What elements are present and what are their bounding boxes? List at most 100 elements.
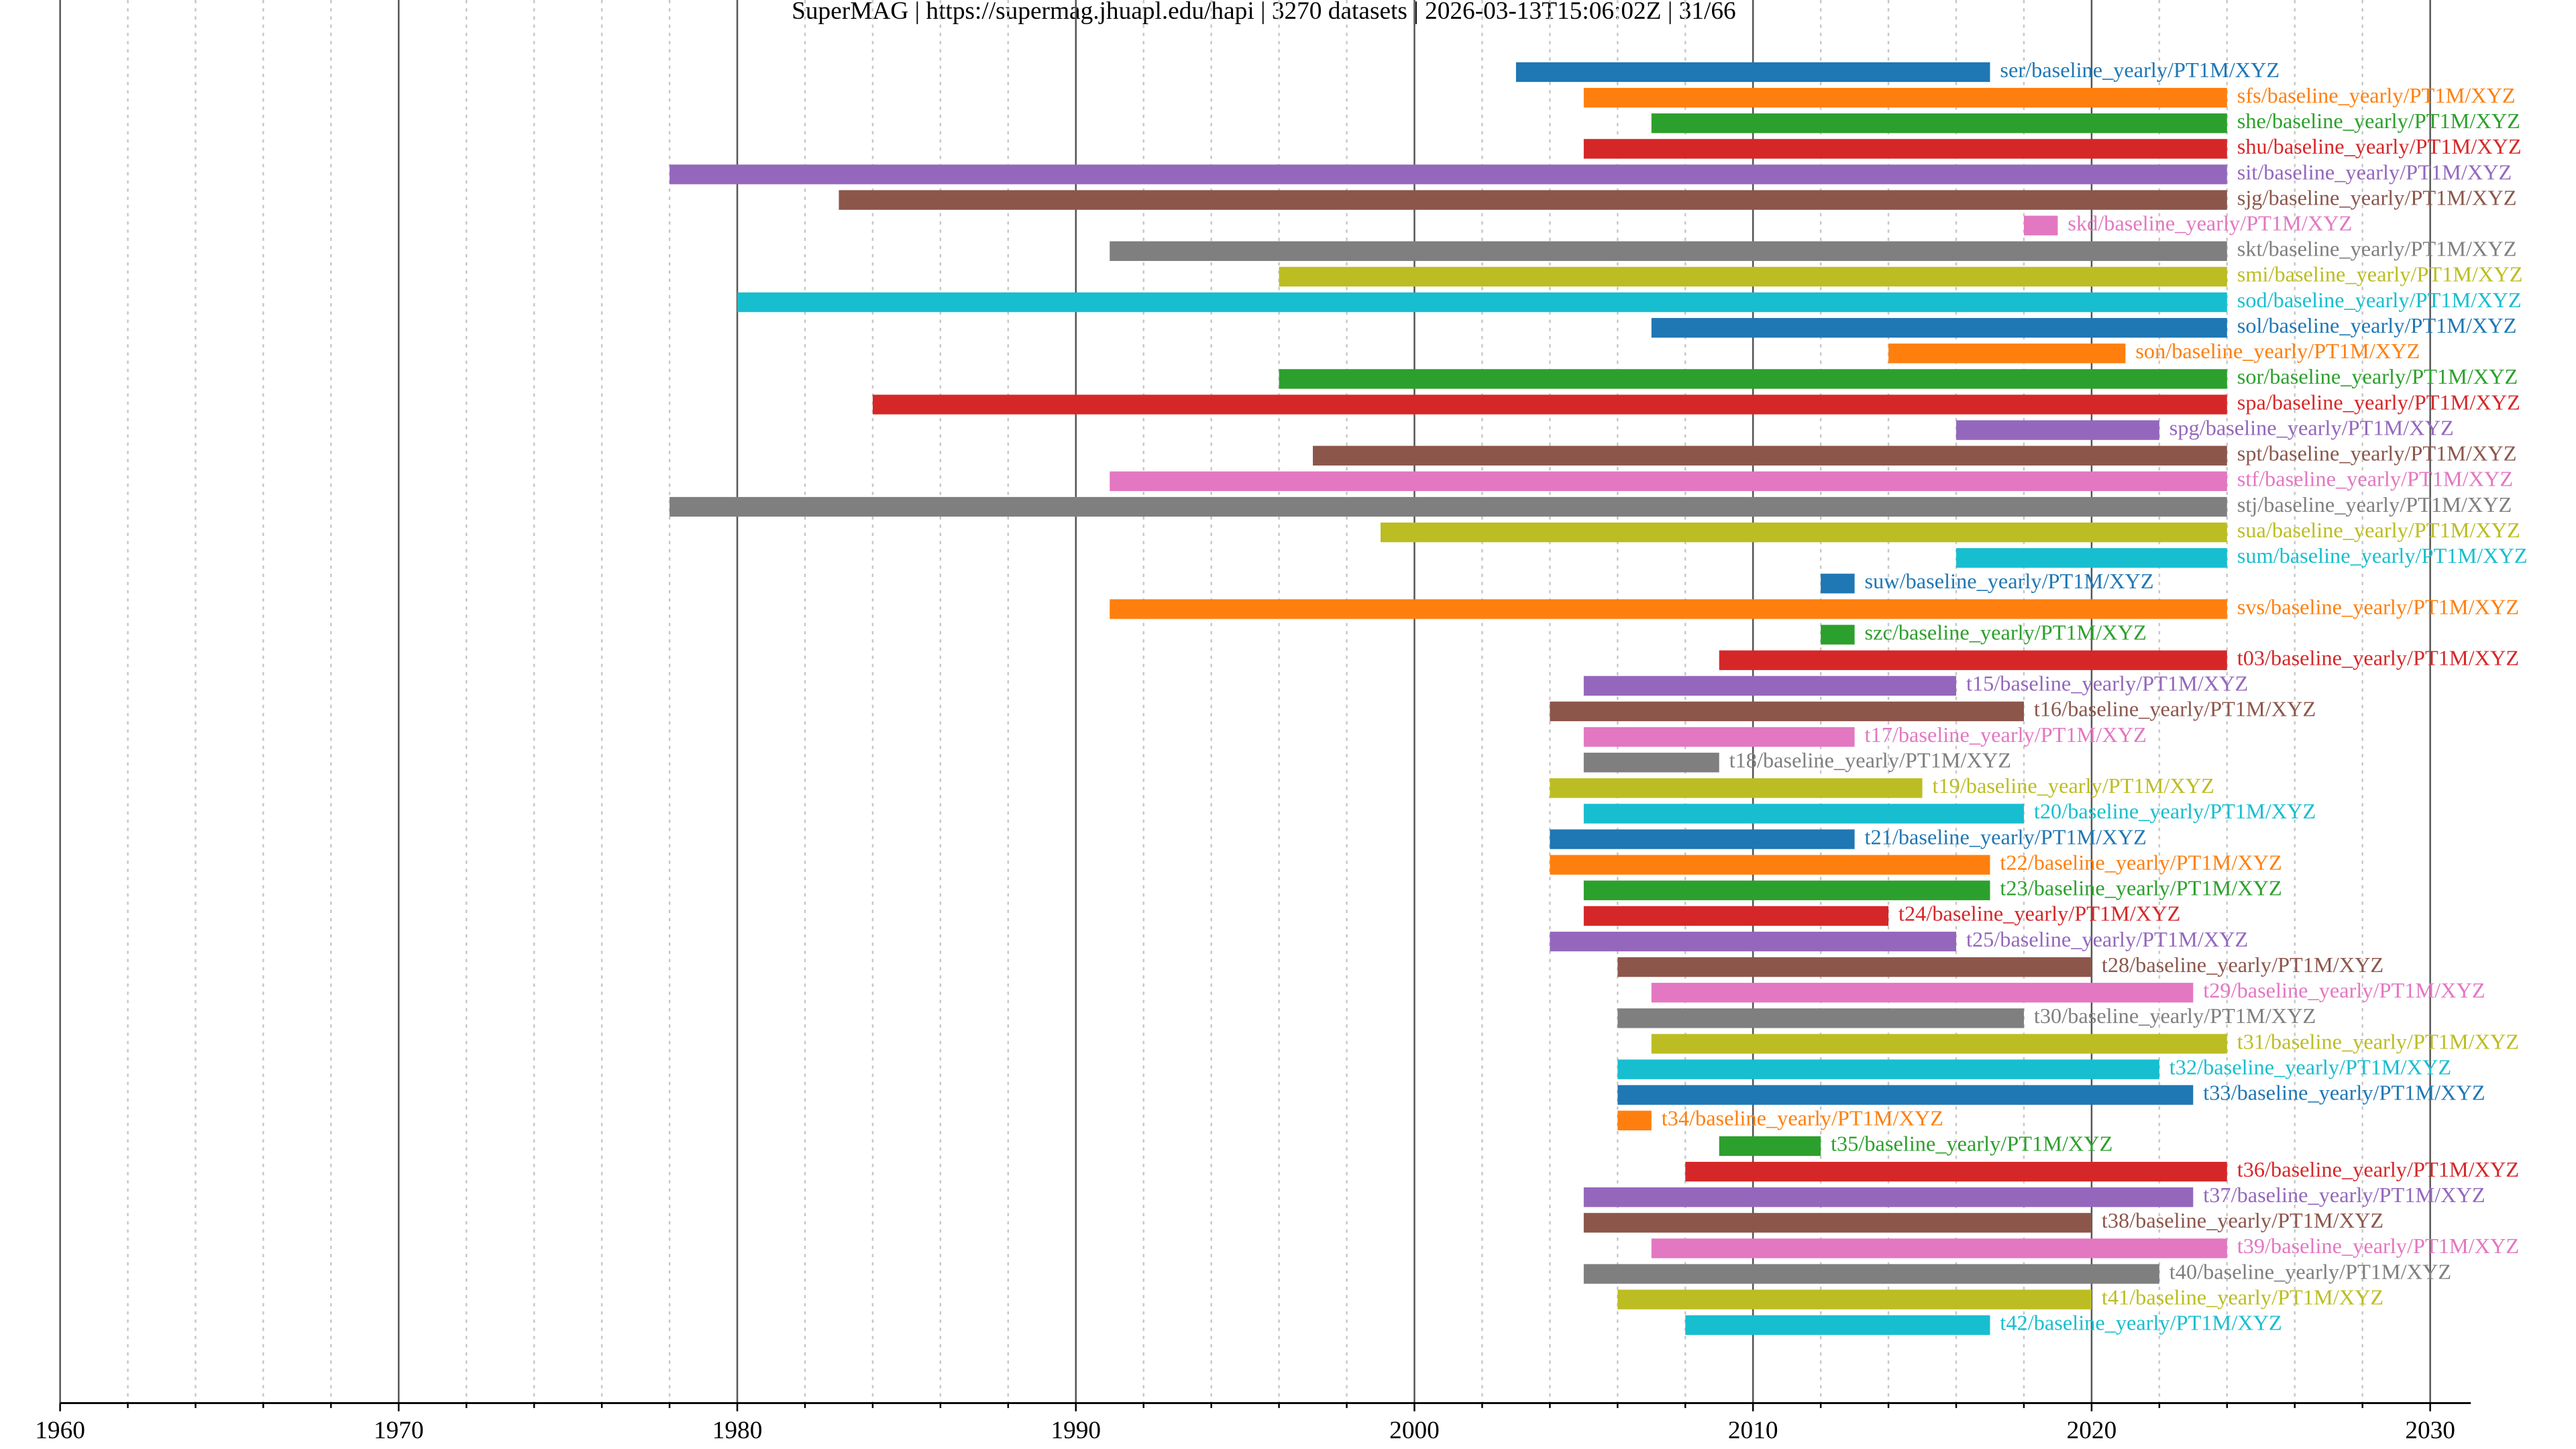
bar [1515, 62, 1990, 83]
bar-label: t22/baseline_yearly/PT1M/XYZ [2000, 851, 2282, 875]
bar [1583, 676, 1957, 696]
bar [1550, 931, 1957, 952]
bar [1583, 804, 2024, 824]
bar [1110, 599, 2227, 619]
bar [1583, 880, 1990, 900]
bar [737, 292, 2227, 313]
bar [1617, 1059, 2159, 1079]
bar-label: t40/baseline_yearly/PT1M/XYZ [2169, 1260, 2451, 1284]
bar-label: sod/baseline_yearly/PT1M/XYZ [2237, 288, 2522, 312]
bar [1583, 1187, 2194, 1208]
bar [1279, 369, 2227, 389]
bar-label: ser/baseline_yearly/PT1M/XYZ [2000, 58, 2279, 82]
bar [1583, 727, 1855, 747]
bar [1651, 318, 2227, 338]
bar-label: t29/baseline_yearly/PT1M/XYZ [2203, 978, 2485, 1002]
bar [669, 496, 2227, 517]
bar [1110, 241, 2227, 261]
bar [1550, 701, 2024, 722]
bar-label: shu/baseline_yearly/PT1M/XYZ [2237, 134, 2522, 158]
bar [872, 394, 2227, 415]
bar-label: sjg/baseline_yearly/PT1M/XYZ [2237, 186, 2517, 210]
bar [1110, 471, 2227, 492]
bar [1550, 778, 1923, 798]
bar-label: t28/baseline_yearly/PT1M/XYZ [2102, 953, 2383, 977]
bar-label: skd/baseline_yearly/PT1M/XYZ [2068, 211, 2352, 235]
bar [1313, 445, 2227, 466]
bar-label: spa/baseline_yearly/PT1M/XYZ [2237, 390, 2520, 415]
bar-label: t33/baseline_yearly/PT1M/XYZ [2203, 1081, 2485, 1105]
bar-label: svs/baseline_yearly/PT1M/XYZ [2237, 595, 2519, 619]
bar-label: sit/baseline_yearly/PT1M/XYZ [2237, 160, 2512, 184]
bar-label: szc/baseline_yearly/PT1M/XYZ [1865, 621, 2147, 645]
bar [669, 164, 2227, 184]
bar-label: t38/baseline_yearly/PT1M/XYZ [2102, 1208, 2383, 1232]
bar [1381, 522, 2227, 543]
x-tick-label: 2030 [2405, 1417, 2455, 1444]
bar [1888, 343, 2126, 364]
bar [1617, 1008, 2024, 1028]
bar-label: stf/baseline_yearly/PT1M/XYZ [2237, 467, 2513, 491]
bar-label: stj/baseline_yearly/PT1M/XYZ [2237, 492, 2512, 517]
bar [1685, 1161, 2227, 1182]
bar [1617, 1085, 2194, 1105]
bar-label: t39/baseline_yearly/PT1M/XYZ [2237, 1234, 2519, 1258]
bar [1651, 1238, 2227, 1258]
bar [2023, 215, 2058, 235]
bar [1583, 906, 1889, 926]
bar-label: smi/baseline_yearly/PT1M/XYZ [2237, 262, 2523, 286]
bar [1719, 650, 2227, 670]
bar-label: sor/baseline_yearly/PT1M/XYZ [2237, 364, 2518, 388]
x-tick-label: 2020 [2067, 1417, 2117, 1444]
bar-label: t41/baseline_yearly/PT1M/XYZ [2102, 1285, 2383, 1309]
bar-label: t21/baseline_yearly/PT1M/XYZ [1865, 825, 2147, 849]
bar [839, 190, 2227, 210]
bar-label: t17/baseline_yearly/PT1M/XYZ [1865, 722, 2147, 747]
bar-label: skt/baseline_yearly/PT1M/XYZ [2237, 237, 2517, 261]
bar [1651, 1034, 2227, 1054]
bar [1821, 574, 1855, 594]
bar-label: t30/baseline_yearly/PT1M/XYZ [2034, 1004, 2316, 1028]
bar-label: t32/baseline_yearly/PT1M/XYZ [2169, 1055, 2451, 1079]
bar [1617, 957, 2092, 977]
bar-label: t18/baseline_yearly/PT1M/XYZ [1729, 748, 2011, 772]
bar-label: t25/baseline_yearly/PT1M/XYZ [1966, 927, 2248, 951]
bar [1583, 139, 2227, 159]
bar-label: t03/baseline_yearly/PT1M/XYZ [2237, 646, 2519, 670]
x-tick-label: 2000 [1389, 1417, 1440, 1444]
bar [1956, 548, 2227, 568]
bar-label: t34/baseline_yearly/PT1M/XYZ [1662, 1106, 1943, 1130]
bar-label: t36/baseline_yearly/PT1M/XYZ [2237, 1157, 2519, 1181]
bar-label: spt/baseline_yearly/PT1M/XYZ [2237, 441, 2517, 466]
bar-label: sua/baseline_yearly/PT1M/XYZ [2237, 518, 2520, 542]
bar-label: t20/baseline_yearly/PT1M/XYZ [2034, 799, 2316, 823]
bar [1583, 1213, 2092, 1233]
bar [1550, 855, 1990, 875]
bar [1583, 1264, 2159, 1284]
bar-label: suw/baseline_yearly/PT1M/XYZ [1865, 569, 2154, 593]
bar-label: sum/baseline_yearly/PT1M/XYZ [2237, 543, 2528, 568]
bar-label: t15/baseline_yearly/PT1M/XYZ [1966, 672, 2248, 696]
bar [1956, 420, 2159, 440]
bar [1719, 1136, 1821, 1157]
bar [1550, 829, 1855, 849]
bar-label: sfs/baseline_yearly/PT1M/XYZ [2237, 83, 2516, 107]
bar-label: t19/baseline_yearly/PT1M/XYZ [1932, 773, 2214, 798]
bar-label: t16/baseline_yearly/PT1M/XYZ [2034, 697, 2316, 721]
bar-label: t23/baseline_yearly/PT1M/XYZ [2000, 876, 2282, 900]
x-tick-label: 1960 [35, 1417, 85, 1444]
bar-label: sol/baseline_yearly/PT1M/XYZ [2237, 313, 2517, 337]
bar [1685, 1315, 1990, 1335]
bar [1279, 266, 2227, 287]
chart-title: SuperMAG | https://supermag.jhuapl.edu/h… [792, 0, 1736, 25]
x-tick-label: 2010 [1728, 1417, 1778, 1444]
bar-label: t31/baseline_yearly/PT1M/XYZ [2237, 1030, 2519, 1054]
x-tick-label: 1990 [1051, 1417, 1101, 1444]
bar-label: t42/baseline_yearly/PT1M/XYZ [2000, 1311, 2282, 1335]
bar [1651, 983, 2194, 1003]
bar [1617, 1110, 1652, 1130]
bar [1583, 753, 1719, 773]
bar [1617, 1289, 2092, 1309]
bar [1821, 625, 1855, 645]
